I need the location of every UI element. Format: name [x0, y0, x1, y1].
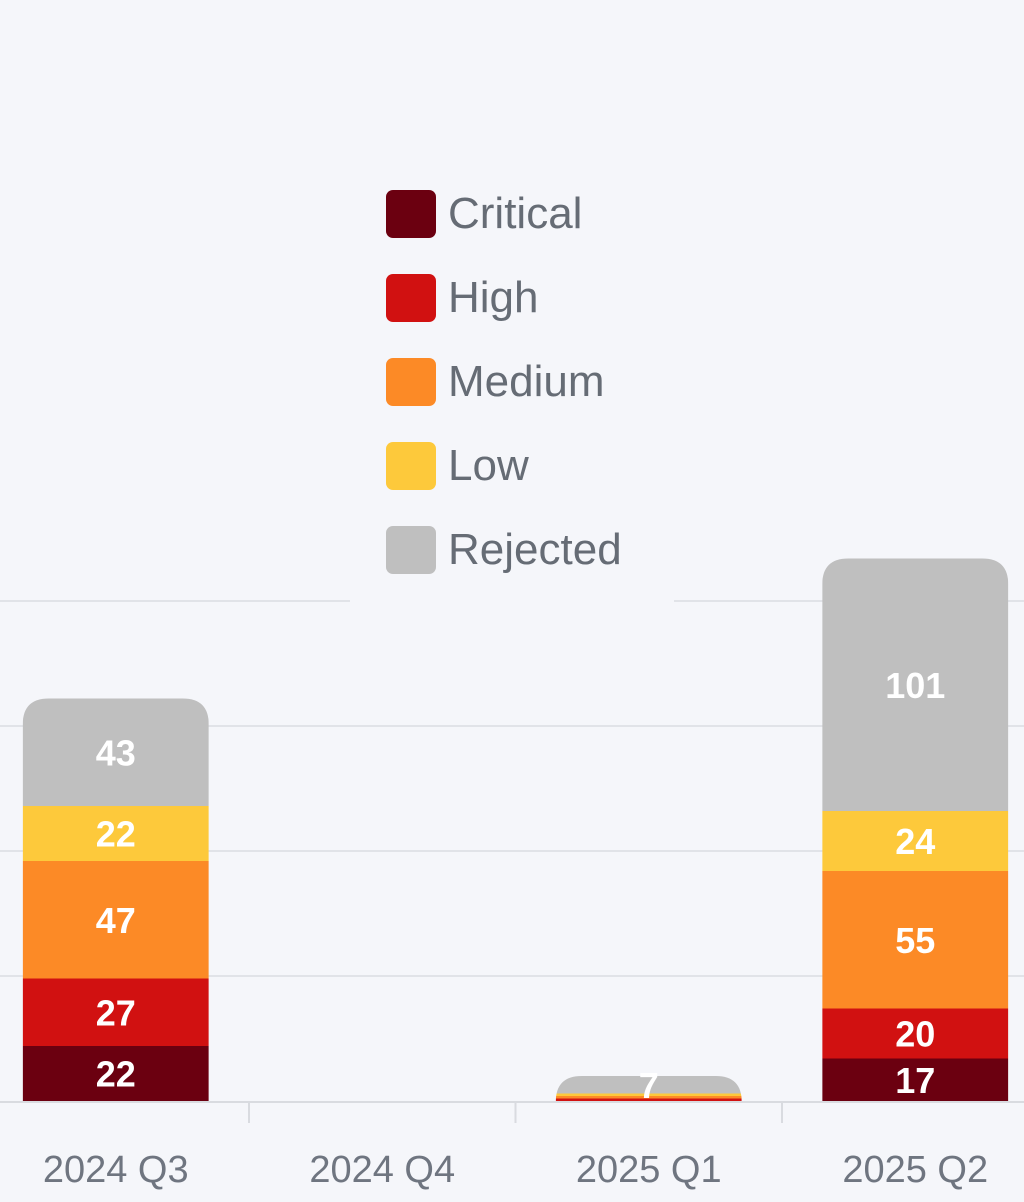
bar-segment-high	[22, 978, 209, 1046]
legend-item[interactable]: Rejected	[386, 508, 674, 592]
bar-segment-high	[822, 1008, 1009, 1059]
data-label: 20	[895, 1014, 935, 1055]
legend-label: Critical	[448, 189, 583, 238]
legend-item[interactable]: Low	[386, 424, 674, 508]
legend-label: Medium	[448, 357, 605, 406]
data-label: 55	[895, 920, 935, 961]
x-tick-label: 2025 Q1	[576, 1149, 722, 1191]
bar-segment-critical	[822, 1058, 1009, 1101]
legend-label: High	[448, 273, 539, 322]
data-label: 22	[96, 1054, 136, 1095]
legend-swatch	[386, 526, 436, 574]
bar-segment-medium	[22, 861, 209, 979]
data-label: 22	[96, 814, 136, 855]
legend-swatch	[386, 274, 436, 322]
legend-swatch	[386, 442, 436, 490]
legend-item[interactable]: Critical	[386, 172, 674, 256]
bar-segment-low	[555, 1093, 742, 1096]
data-label: 43	[96, 732, 136, 773]
data-label: 27	[96, 992, 136, 1033]
legend: Critical High Medium Low Rejected	[350, 160, 674, 604]
legend-swatch	[386, 358, 436, 406]
bar-segment-low	[22, 806, 209, 861]
bar-segment-rejected	[555, 1076, 742, 1094]
bar-segment-rejected	[822, 558, 1009, 811]
bar-segment-high	[555, 1098, 742, 1101]
x-tick-label: 2024 Q4	[309, 1149, 455, 1191]
x-tick-label: 2024 Q3	[43, 1149, 189, 1191]
x-tick-label: 2025 Q2	[842, 1149, 988, 1191]
legend-item[interactable]: Medium	[386, 340, 674, 424]
data-label: 101	[885, 665, 945, 706]
bar-segment-medium	[822, 871, 1009, 1009]
legend-label: Low	[448, 441, 529, 490]
bar-segment-rejected	[22, 698, 209, 806]
legend-swatch	[386, 190, 436, 238]
data-label: 47	[96, 900, 136, 941]
bar-segment-medium	[555, 1096, 742, 1099]
legend-item[interactable]: High	[386, 256, 674, 340]
data-label: 7	[639, 1065, 659, 1106]
bar-segment-low	[822, 811, 1009, 871]
bar-segment-critical	[22, 1046, 209, 1101]
data-label: 24	[895, 821, 935, 862]
legend-label: Rejected	[448, 525, 622, 574]
data-label: 17	[895, 1060, 935, 1101]
